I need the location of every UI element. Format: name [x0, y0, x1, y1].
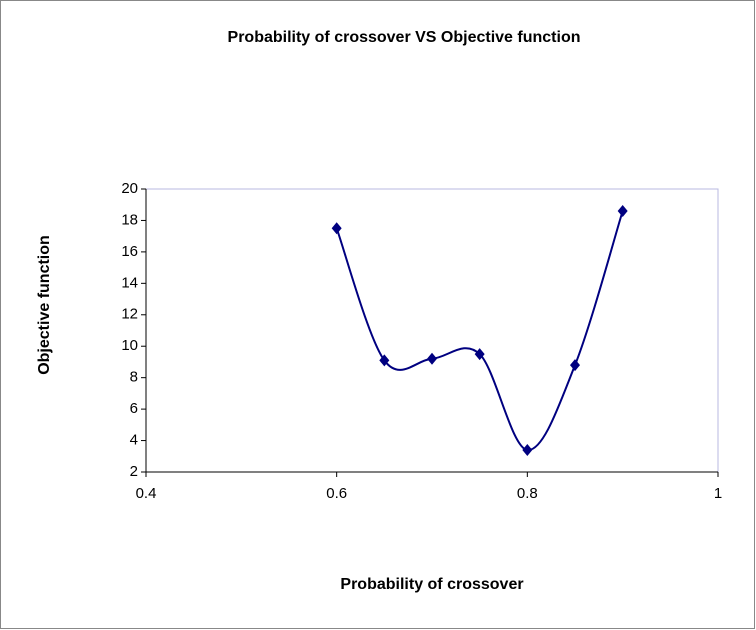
y-tick-label: 12 [121, 306, 138, 323]
marker [379, 354, 390, 367]
marker [331, 222, 342, 235]
y-tick-label: 16 [121, 243, 138, 260]
x-axis-label: Probability of crossover [340, 576, 523, 593]
x-tick-label: 0.4 [136, 485, 157, 502]
y-tick-label: 2 [130, 463, 138, 480]
marker [474, 348, 485, 361]
y-tick-label: 8 [130, 369, 138, 386]
y-tick-label: 20 [121, 180, 138, 197]
marker [522, 443, 533, 456]
y-tick-label: 10 [121, 337, 138, 354]
y-tick-label: 14 [121, 274, 138, 291]
x-tick-label: 0.8 [517, 485, 538, 502]
y-tick-label: 18 [121, 211, 138, 228]
marker [570, 359, 580, 372]
marker [427, 352, 437, 365]
x-tick-label: 0.6 [326, 485, 347, 502]
marker [617, 205, 628, 218]
y-tick-label: 4 [130, 432, 138, 449]
chart-title: Probability of crossover VS Objective fu… [228, 29, 581, 46]
x-tick-label: 1 [714, 485, 722, 502]
y-tick-label: 6 [130, 400, 138, 417]
y-axis-label: Objective function [36, 235, 53, 375]
